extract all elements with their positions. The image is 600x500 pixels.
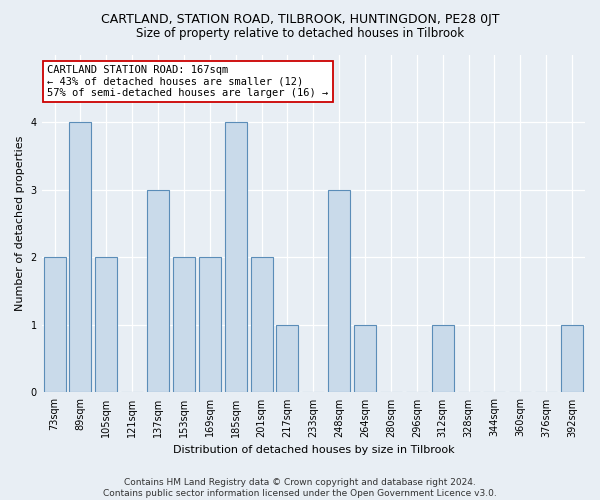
Bar — [561, 325, 583, 392]
Bar — [432, 325, 454, 392]
Y-axis label: Number of detached properties: Number of detached properties — [15, 136, 25, 312]
Bar — [173, 258, 195, 392]
Text: CARTLAND, STATION ROAD, TILBROOK, HUNTINGDON, PE28 0JT: CARTLAND, STATION ROAD, TILBROOK, HUNTIN… — [101, 12, 499, 26]
Bar — [328, 190, 350, 392]
Bar — [354, 325, 376, 392]
Bar — [277, 325, 298, 392]
Bar — [251, 258, 272, 392]
X-axis label: Distribution of detached houses by size in Tilbrook: Distribution of detached houses by size … — [173, 445, 454, 455]
Text: Size of property relative to detached houses in Tilbrook: Size of property relative to detached ho… — [136, 28, 464, 40]
Bar — [147, 190, 169, 392]
Bar — [70, 122, 91, 392]
Bar — [44, 258, 65, 392]
Bar — [199, 258, 221, 392]
Text: CARTLAND STATION ROAD: 167sqm
← 43% of detached houses are smaller (12)
57% of s: CARTLAND STATION ROAD: 167sqm ← 43% of d… — [47, 65, 328, 98]
Bar — [225, 122, 247, 392]
Bar — [95, 258, 118, 392]
Text: Contains HM Land Registry data © Crown copyright and database right 2024.
Contai: Contains HM Land Registry data © Crown c… — [103, 478, 497, 498]
